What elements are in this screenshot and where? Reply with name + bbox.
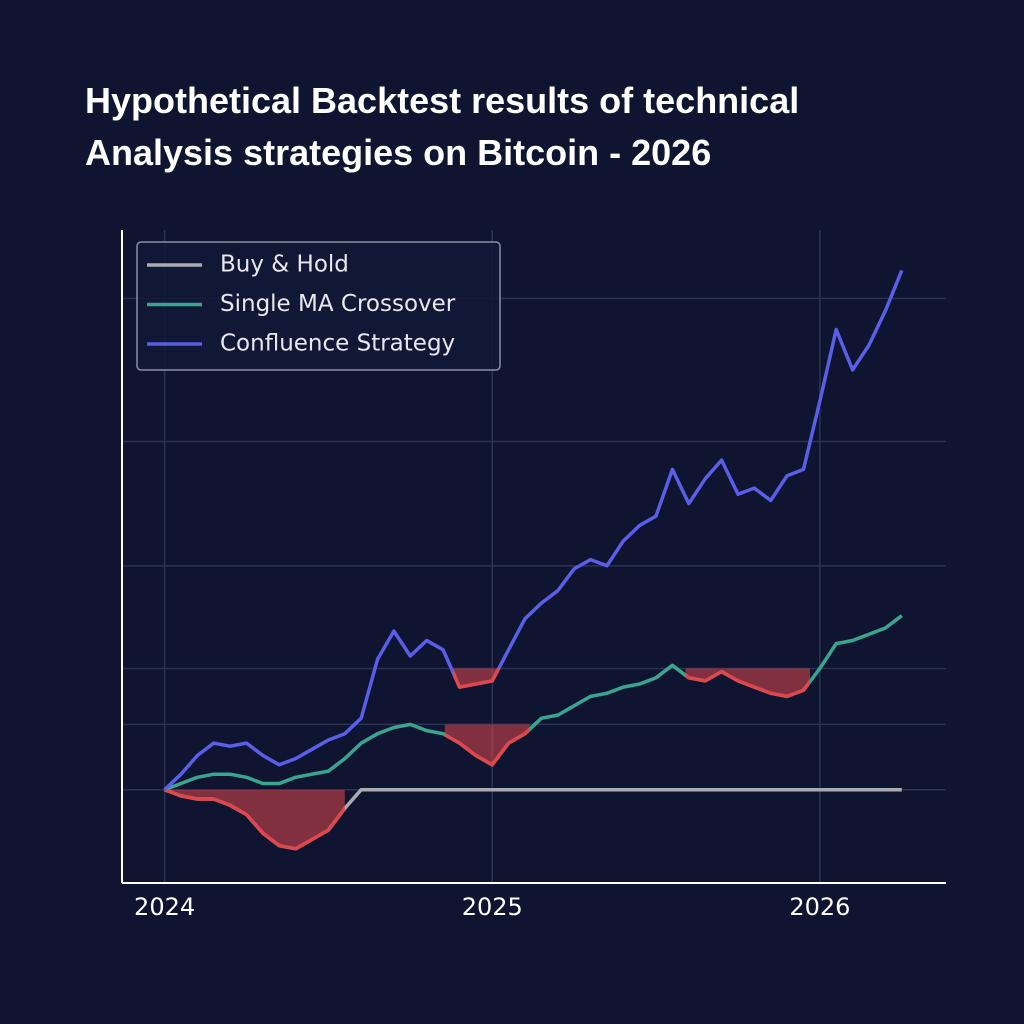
drawdown-line	[452, 668, 501, 689]
x-tick-label: 2024	[134, 893, 195, 921]
x-tick-label: 2026	[789, 893, 850, 921]
legend: Buy & Hold Single MA Crossover Confluence …	[136, 241, 501, 371]
legend-box	[136, 241, 501, 371]
legend-label: Buy & Hold	[220, 252, 349, 278]
legend-label: Single MA Crossover	[220, 291, 456, 317]
series-line	[163, 269, 904, 791]
chart-title: Hypothetical Backtest results of technic…	[85, 80, 799, 173]
drawdown-line	[444, 726, 530, 767]
title-line: Analysis strategies on Bitcoin - 2026	[85, 132, 711, 173]
drawdown-line	[685, 669, 811, 699]
drawdown-line	[164, 789, 345, 851]
drawdown-area	[444, 724, 530, 765]
legend-label: Confluence Strategy	[220, 331, 455, 357]
title-line: Hypothetical Backtest results of technic…	[85, 80, 799, 121]
x-tick-label: 2025	[462, 893, 523, 921]
drawdown-area	[452, 668, 499, 688]
drawdown-area	[685, 668, 811, 697]
drawdown-area	[164, 789, 345, 849]
